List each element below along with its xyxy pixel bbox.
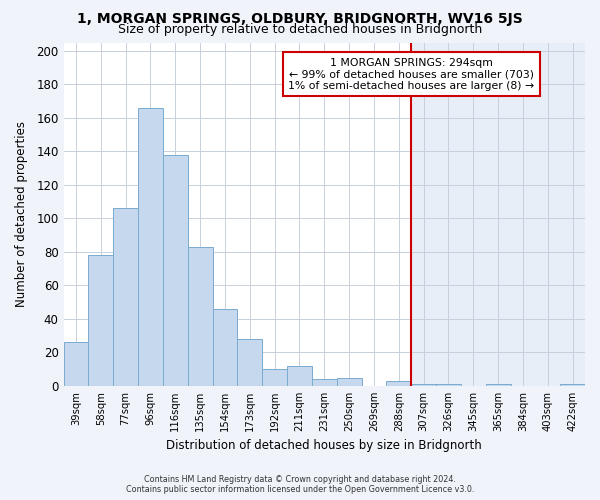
Text: 1 MORGAN SPRINGS: 294sqm
← 99% of detached houses are smaller (703)
1% of semi-d: 1 MORGAN SPRINGS: 294sqm ← 99% of detach… bbox=[288, 58, 534, 91]
Bar bbox=[238, 339, 262, 386]
Text: Contains HM Land Registry data © Crown copyright and database right 2024.
Contai: Contains HM Land Registry data © Crown c… bbox=[126, 474, 474, 494]
Bar bbox=[560, 384, 585, 386]
Bar bbox=[113, 208, 138, 386]
Bar bbox=[436, 384, 461, 386]
Bar bbox=[411, 384, 436, 386]
Bar bbox=[262, 369, 287, 386]
Bar bbox=[386, 381, 411, 386]
Text: Size of property relative to detached houses in Bridgnorth: Size of property relative to detached ho… bbox=[118, 22, 482, 36]
X-axis label: Distribution of detached houses by size in Bridgnorth: Distribution of detached houses by size … bbox=[166, 440, 482, 452]
Bar bbox=[163, 154, 188, 386]
Bar bbox=[212, 309, 238, 386]
Bar bbox=[287, 366, 312, 386]
Bar bbox=[337, 378, 362, 386]
Bar bbox=[88, 256, 113, 386]
Bar bbox=[485, 384, 511, 386]
Bar bbox=[64, 342, 88, 386]
Bar bbox=[411, 42, 585, 386]
Y-axis label: Number of detached properties: Number of detached properties bbox=[15, 121, 28, 307]
Text: 1, MORGAN SPRINGS, OLDBURY, BRIDGNORTH, WV16 5JS: 1, MORGAN SPRINGS, OLDBURY, BRIDGNORTH, … bbox=[77, 12, 523, 26]
Bar bbox=[188, 247, 212, 386]
Bar bbox=[312, 379, 337, 386]
Bar bbox=[138, 108, 163, 386]
